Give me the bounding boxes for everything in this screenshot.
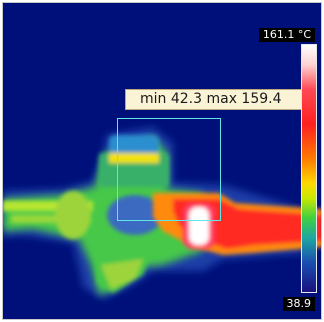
scale-min-label: 38.9 [282,297,315,311]
thermal-image: min 42.3 max 159.4 161.1 °C 38.9 [2,2,322,320]
heatmap-graphic [3,3,321,319]
roi-rectangle[interactable] [117,118,221,221]
roi-minmax-label: min 42.3 max 159.4 [125,89,305,110]
temperature-scale-bar [301,44,317,293]
scale-max-label: 161.1 °C [258,28,315,42]
